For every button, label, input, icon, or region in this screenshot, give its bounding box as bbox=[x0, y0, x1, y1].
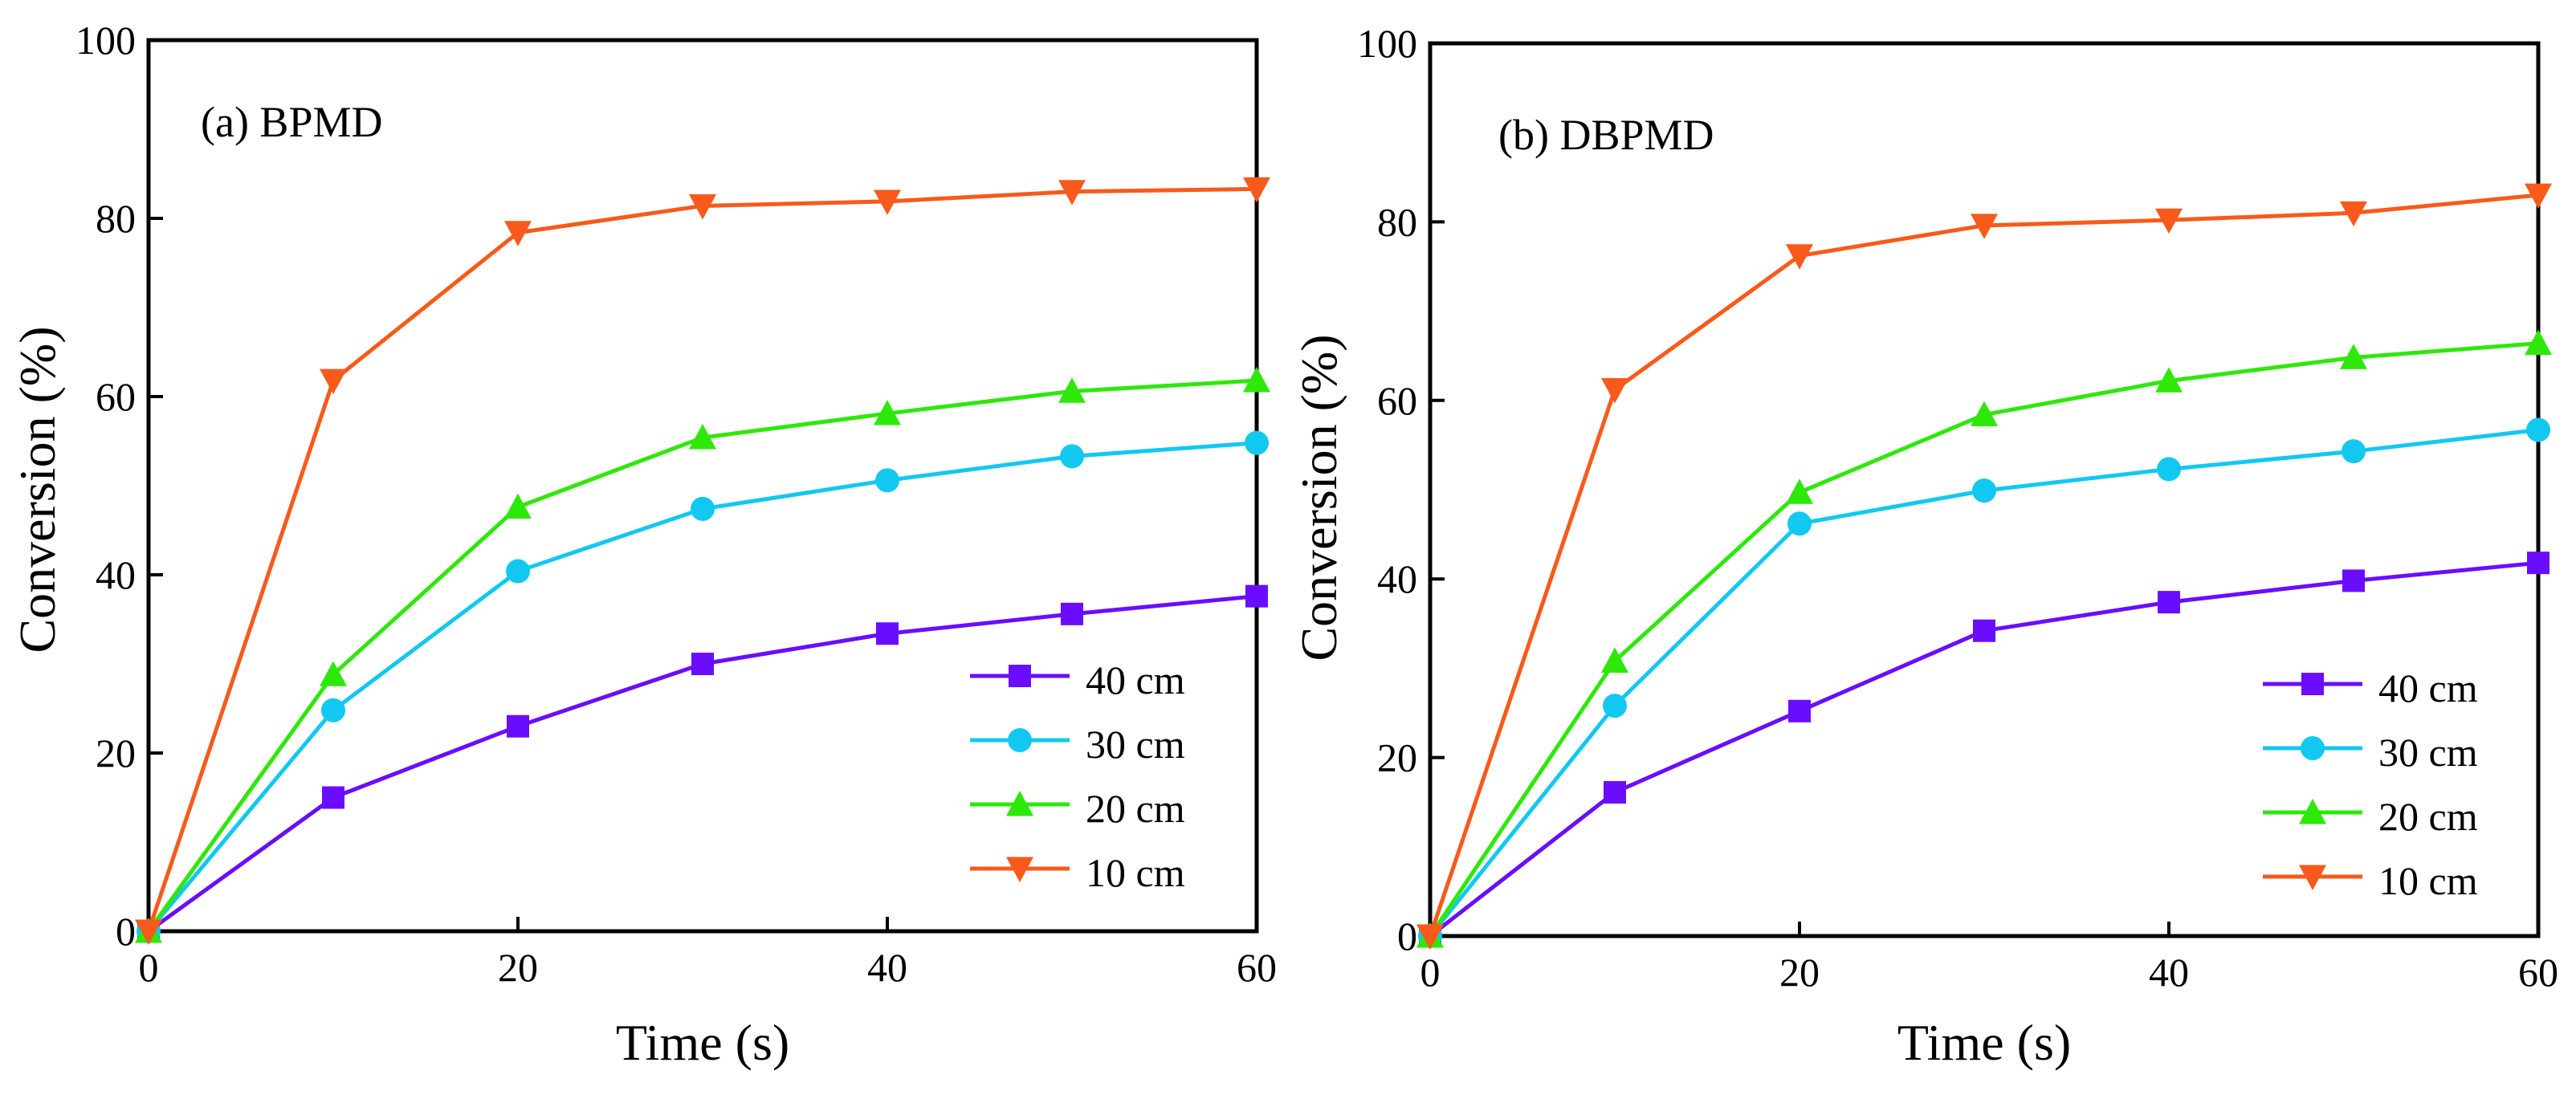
panel-b-legend-label-2: 20 cm bbox=[2378, 794, 2478, 839]
panel-b-series-0-point-3 bbox=[1973, 619, 1995, 642]
panel-a-series-1-point-2 bbox=[506, 559, 530, 584]
panel-b-series-0-point-4 bbox=[2158, 591, 2180, 614]
panel-b-series-3-point-5 bbox=[2340, 201, 2367, 227]
panel-a-series-0-point-2 bbox=[507, 714, 529, 738]
panel-b-x-tick-label-0: 0 bbox=[1420, 950, 1441, 995]
panel-b-series-3-point-0 bbox=[1416, 924, 1444, 950]
panel-b-series-3-point-4 bbox=[2155, 208, 2183, 234]
panel-b-series-2-point-4 bbox=[2155, 367, 2183, 393]
panel-a-legend-label-3: 10 cm bbox=[1086, 850, 1185, 895]
panel-a-series-3-point-5 bbox=[1058, 180, 1086, 206]
panel-b-legend-label-1: 30 cm bbox=[2378, 730, 2478, 775]
panel-a-series-0-point-3 bbox=[691, 653, 714, 675]
panel-a-series-3-point-6 bbox=[1243, 177, 1270, 203]
panel-b-series-1-point-1 bbox=[1603, 694, 1627, 718]
panel-b-legend-marker-3 bbox=[2299, 865, 2326, 890]
panel-a-series-3-point-3 bbox=[689, 194, 716, 220]
panel-a-series-3-point-4 bbox=[874, 189, 901, 215]
panel-b-y-tick-label-5: 100 bbox=[1357, 21, 1417, 66]
panel-b-series-2-point-6 bbox=[2525, 329, 2552, 356]
panel-b-plot-frame bbox=[1428, 41, 2541, 938]
panel-b-y-tick-label-4: 80 bbox=[1377, 199, 1417, 244]
panel-b: (b) DBPMD Time (s) Conversion (%) 40 cm … bbox=[1290, 21, 2558, 1071]
panel-a-x-tick-label-2: 40 bbox=[867, 945, 907, 990]
panel-b-title: (b) DBPMD bbox=[1498, 111, 1714, 159]
panel-b-x-tick-label-1: 20 bbox=[1779, 950, 1820, 995]
panel-b-series-1-point-3 bbox=[1972, 478, 1996, 503]
panel-b-legend-label-3: 10 cm bbox=[2378, 858, 2478, 903]
panel-b-series-1-point-2 bbox=[1787, 511, 1812, 536]
panel-a-ylabel: Conversion (%) bbox=[9, 326, 66, 653]
panel-a-series-0-point-4 bbox=[876, 622, 899, 645]
panel-a-x-tick-label-1: 20 bbox=[498, 945, 538, 990]
panel-b-series-0-point-1 bbox=[1604, 780, 1626, 804]
panel-a-series-1-point-1 bbox=[321, 698, 345, 723]
panel-a-series-3-point-2 bbox=[504, 221, 532, 246]
panel-a-y-tick-label-1: 20 bbox=[96, 731, 136, 775]
panel-a-series-0-point-6 bbox=[1245, 584, 1268, 608]
panel-a-legend-marker-1 bbox=[1008, 728, 1032, 752]
panel-b-series-2-point-1 bbox=[1601, 647, 1628, 673]
panel-a-series-1-point-4 bbox=[875, 468, 899, 493]
panel-a-title: (a) BPMD bbox=[201, 98, 383, 146]
panel-a-series-3-point-0 bbox=[135, 919, 162, 945]
panel-a-y-tick-label-4: 80 bbox=[96, 196, 136, 241]
panel-a-x-tick-label-0: 0 bbox=[139, 945, 159, 990]
panel-a-y-tick-label-0: 0 bbox=[116, 909, 136, 954]
panel-a-series-2-point-6 bbox=[1243, 367, 1270, 393]
panel-b-series-2-point-3 bbox=[1971, 401, 1998, 427]
panel-b-ylabel: Conversion (%) bbox=[1290, 334, 1347, 661]
panel-a-legend-marker-0 bbox=[1009, 665, 1031, 687]
panel-a-series-0-point-1 bbox=[322, 786, 344, 809]
panel-b-series-3-point-1 bbox=[1601, 378, 1628, 404]
panel-a-y-tick-label-2: 40 bbox=[96, 552, 136, 597]
panel-b-series-1-point-6 bbox=[2526, 417, 2550, 442]
panel-a-legend-marker-2 bbox=[1006, 791, 1033, 816]
panel-b-x-tick-label-3: 60 bbox=[2518, 950, 2558, 995]
panel-b-series-3-point-2 bbox=[1786, 244, 1813, 270]
panel-a: (a) BPMD Time (s) Conversion (%) 40 cm 3… bbox=[9, 18, 1277, 1071]
panel-a-plot-frame bbox=[146, 38, 1259, 934]
panel-a-series-2-point-4 bbox=[874, 400, 901, 425]
panel-b-y-tick-label-3: 60 bbox=[1377, 378, 1417, 423]
panel-b-xlabel: Time (s) bbox=[1897, 1014, 2071, 1071]
panel-a-series-2-point-3 bbox=[689, 424, 716, 450]
panel-a-legend-label-1: 30 cm bbox=[1086, 722, 1185, 767]
panel-b-series-3-point-6 bbox=[2525, 183, 2552, 210]
panel-b-series-2-point-2 bbox=[1786, 478, 1813, 504]
panel-a-series-2-point-1 bbox=[320, 661, 347, 686]
panel-b-series-2-point-5 bbox=[2340, 344, 2367, 369]
panel-b-legend-marker-1 bbox=[2301, 736, 2325, 760]
panel-a-legend-marker-3 bbox=[1006, 857, 1033, 882]
panel-b-series-0-point-6 bbox=[2527, 552, 2550, 575]
panel-b-series-0-point-2 bbox=[1788, 699, 1811, 723]
panel-b-x-tick-label-2: 40 bbox=[2149, 950, 2189, 995]
panel-a-series-1-point-3 bbox=[691, 496, 715, 521]
panel-b-y-tick-label-1: 20 bbox=[1377, 735, 1417, 780]
panel-b-series-1-point-4 bbox=[2157, 457, 2181, 482]
panel-a-y-tick-label-3: 60 bbox=[96, 374, 136, 419]
panel-b-legend-marker-0 bbox=[2301, 673, 2324, 695]
panel-a-series-1-point-5 bbox=[1060, 444, 1084, 469]
panel-b-series-1-point-5 bbox=[2342, 439, 2366, 464]
panel-a-series-0-point-5 bbox=[1061, 602, 1083, 625]
panel-b-legend-marker-2 bbox=[2299, 799, 2326, 824]
panel-a-series-2-point-2 bbox=[504, 493, 532, 519]
panel-a-legend-label-2: 20 cm bbox=[1086, 786, 1185, 831]
panel-b-legend-label-0: 40 cm bbox=[2378, 666, 2478, 710]
panel-a-y-tick-label-5: 100 bbox=[75, 18, 136, 63]
panel-b-series-0-point-5 bbox=[2342, 569, 2365, 592]
panel-b-series-3-point-3 bbox=[1971, 214, 1998, 239]
panel-a-xlabel: Time (s) bbox=[616, 1014, 789, 1071]
panel-a-x-tick-label-3: 60 bbox=[1237, 945, 1277, 990]
panel-a-series-1-point-6 bbox=[1245, 430, 1269, 455]
panel-a-legend-label-0: 40 cm bbox=[1086, 657, 1185, 702]
panel-a-series-3-point-1 bbox=[320, 368, 347, 395]
panel-a-series-2-point-5 bbox=[1058, 377, 1086, 403]
panel-b-y-tick-label-0: 0 bbox=[1397, 914, 1417, 959]
panel-b-y-tick-label-2: 40 bbox=[1377, 556, 1417, 601]
